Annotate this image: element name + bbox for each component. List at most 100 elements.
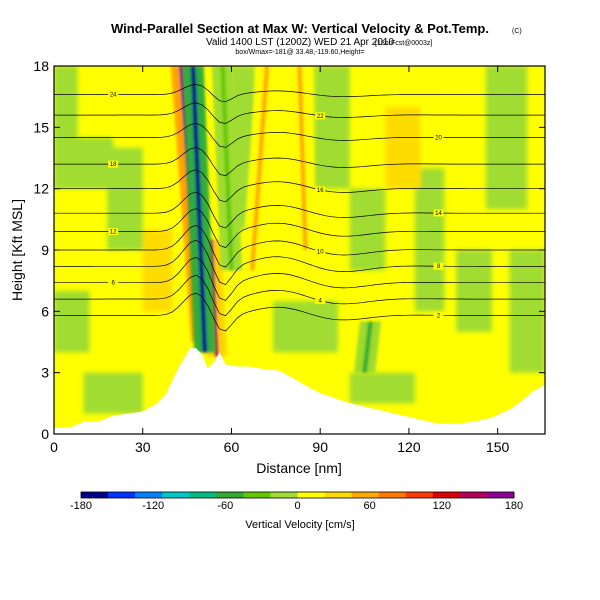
theta-contour-22 (54, 102, 545, 124)
downdraft-band-1 (211, 66, 243, 271)
theta-label-18: 18 (110, 162, 117, 168)
weak-patch-12 (83, 372, 143, 414)
chart-title: Wind-Parallel Section at Max W: Vertical… (111, 21, 489, 36)
theta-contour-20 (54, 122, 545, 148)
terrain (54, 348, 545, 434)
weak-patch-6 (414, 168, 445, 312)
weak-patch-13 (54, 290, 90, 353)
theta-contour-12 (54, 208, 545, 249)
theta-label-bg-20 (433, 133, 444, 141)
colorbar-swatch-15 (486, 492, 515, 498)
x-tick-label-90: 90 (312, 439, 328, 455)
theta-label-2: 2 (437, 313, 441, 319)
colorbar-frame (80, 491, 515, 499)
theta-contour-16 (54, 169, 545, 203)
x-tick-label-60: 60 (224, 439, 240, 455)
plot-area: 24 22 20 18 16 14 12 10 8 6 4 2 (54, 66, 545, 434)
theta-label-bg-18 (108, 160, 119, 168)
colorbar-swatch-10 (351, 492, 379, 498)
weak-patch-10 (349, 372, 415, 404)
y-tick-label-9: 9 (41, 242, 49, 258)
y-tick-label-6: 6 (41, 303, 49, 319)
weak-patch-0 (54, 66, 78, 148)
weak-patch-11 (272, 301, 338, 353)
downdraft-band-2-core (362, 321, 373, 373)
y-axis: 0 3 6 9 12 15 18 (33, 58, 545, 442)
theta-label-22: 22 (317, 114, 324, 120)
theta-label-12: 12 (110, 230, 117, 236)
weak-patch-4 (314, 66, 350, 189)
y-tick-label-15: 15 (33, 119, 49, 135)
colorbar-tick-label--180: -180 (70, 500, 92, 512)
theta-label-bg-14 (433, 209, 444, 217)
chart-subtitle-tag: [18hrFcst@0003z] (375, 40, 432, 47)
theta-label-14: 14 (435, 211, 442, 217)
y-tick-label-18: 18 (33, 58, 49, 74)
theta-label-bg-12 (108, 228, 119, 236)
theta-contours: 24 22 20 18 16 14 12 10 8 6 4 2 (54, 84, 545, 332)
chart-subtitle2: box/Wmax=-181@ 33.48,-119.60,Height= (235, 49, 364, 56)
theta-contour-2 (54, 292, 545, 332)
colorbar-swatch-1 (108, 492, 136, 498)
theta-contour-18 (54, 147, 545, 177)
theta-label-24: 24 (110, 93, 117, 99)
theta-label-bg-6 (108, 279, 119, 287)
theta-contour-14 (54, 191, 545, 229)
colorbar-swatch-7 (270, 492, 298, 498)
colorbar: -180 -120 -60 0 60 120 180 (70, 491, 523, 512)
theta-label-bg-4 (315, 297, 326, 305)
weak-patch-1 (54, 137, 114, 189)
y-tick-label-0: 0 (41, 426, 49, 442)
updraft-band-2 (241, 66, 278, 271)
colorbar-swatch-14 (459, 492, 488, 498)
downdraft-band-1-core (220, 66, 234, 271)
colorbar-title: Vertical Velocity [cm/s] (245, 519, 354, 531)
theta-label-16: 16 (317, 188, 324, 194)
updraft-band-3-core (297, 66, 308, 250)
theta-contour-10 (54, 224, 545, 268)
theta-label-bg-10 (315, 248, 326, 256)
updraft-band-2-core (249, 66, 270, 271)
downdraft-band-0 (182, 66, 216, 353)
chart-title-group: Wind-Parallel Section at Max W: Vertical… (111, 21, 522, 56)
theta-label-8: 8 (437, 264, 441, 270)
colorbar-swatch-2 (135, 492, 163, 498)
colorbar-swatch-6 (243, 492, 271, 498)
downdraft-band-2 (353, 321, 382, 373)
theta-label-bg-22 (315, 112, 326, 120)
colorbar-tick-label-180: 180 (505, 500, 523, 512)
colorbar-swatch-12 (405, 492, 434, 498)
colorbar-swatch-5 (216, 492, 244, 498)
y-axis-title: Height [Kft MSL] (9, 199, 25, 301)
x-tick-label-150: 150 (486, 439, 510, 455)
colorbar-swatch-3 (162, 492, 190, 498)
colorbar-swatch-4 (189, 492, 217, 498)
theta-contour-8 (54, 239, 545, 286)
x-axis: 0 30 60 90 120 150 (50, 66, 510, 455)
theta-contour-24 (54, 84, 545, 103)
y-tick-label-12: 12 (33, 181, 49, 197)
weak-patch-8 (456, 250, 492, 332)
theta-label-bg-8 (433, 262, 444, 270)
colorbar-swatch-0 (81, 492, 109, 498)
theta-label-bg-24 (108, 91, 119, 99)
theta-label-4: 4 (319, 299, 323, 305)
y-tick-label-3: 3 (41, 365, 49, 381)
theta-contour-6 (54, 256, 545, 301)
theta-label-6: 6 (111, 281, 115, 287)
chart-subtitle: Valid 1400 LST (1200Z) WED 21 Apr 2010 (206, 37, 395, 48)
plumes (170, 66, 382, 373)
theta-label-bg-2 (433, 311, 444, 319)
x-tick-label-30: 30 (135, 439, 151, 455)
colorbar-tick-label-120: 120 (433, 500, 451, 512)
x-tick-label-0: 0 (50, 439, 58, 455)
colorbar-tick-label-60: 60 (364, 500, 376, 512)
colorbar-swatch-9 (324, 492, 352, 498)
theta-label-20: 20 (435, 135, 442, 141)
x-axis-title: Distance [nm] (256, 460, 342, 476)
colorbar-swatch-8 (297, 492, 325, 498)
colorbar-tick-label--120: -120 (142, 500, 164, 512)
colorbar-swatch-13 (432, 492, 461, 498)
weak-patch-5 (349, 188, 386, 271)
